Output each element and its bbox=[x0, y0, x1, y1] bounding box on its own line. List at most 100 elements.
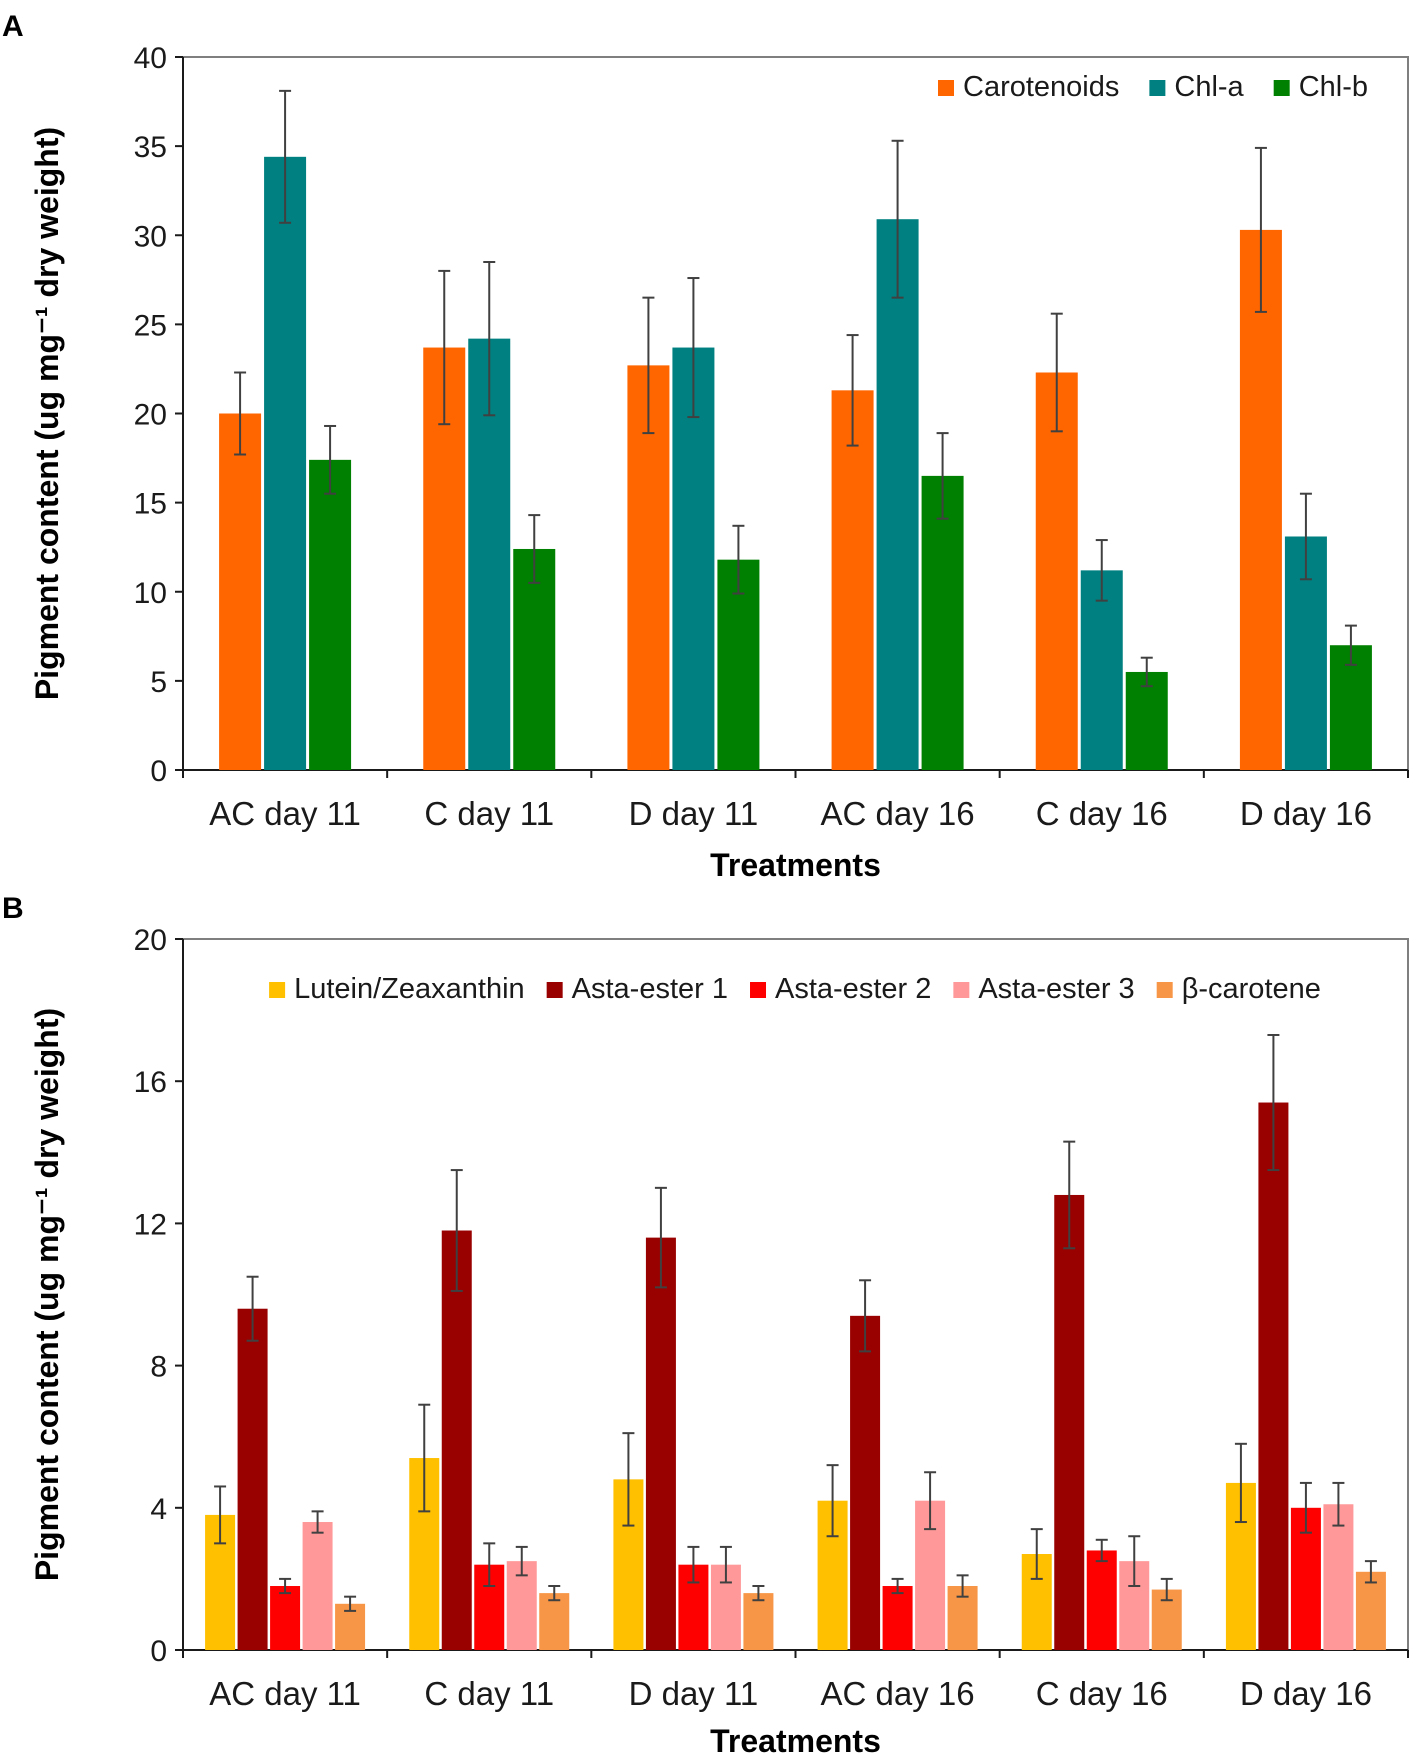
error-bar bbox=[528, 514, 541, 584]
legend-swatch bbox=[1273, 80, 1290, 96]
error-bar bbox=[752, 1585, 765, 1602]
error-bar bbox=[1254, 146, 1267, 313]
error-bar bbox=[956, 1574, 969, 1598]
y-tick-label: 10 bbox=[134, 577, 167, 610]
bar-asta-ester-1 bbox=[237, 1308, 268, 1650]
legend-swatch bbox=[269, 982, 286, 998]
x-tick-label: D day 16 bbox=[1240, 795, 1372, 832]
error-bar bbox=[891, 139, 904, 299]
error-bar bbox=[1344, 624, 1357, 666]
legend-label: Asta-ester 1 bbox=[572, 973, 728, 1005]
error-bar bbox=[924, 1471, 937, 1531]
legend: Lutein/Zeaxanthin Asta-ester 1 Asta-ester … bbox=[269, 973, 1321, 1005]
error-bar bbox=[1095, 539, 1108, 602]
bar--carotene bbox=[743, 1593, 774, 1650]
error-bar bbox=[344, 1595, 357, 1612]
bar-chl-b bbox=[921, 475, 964, 770]
error-bar bbox=[719, 1545, 732, 1584]
x-tick-label: D day 11 bbox=[629, 795, 759, 832]
legend-label: Chl-a bbox=[1174, 71, 1244, 103]
y-axis-title: Pigment content (ug mg⁻¹ dry weight) bbox=[29, 127, 65, 700]
panel-a: A 0 5 10 15 20 25 30 35 40 AC day 11 C day 11 D day … bbox=[2, 10, 1409, 883]
x-tick-label: C day 11 bbox=[424, 1675, 554, 1712]
error-bar bbox=[1095, 1538, 1108, 1563]
legend-swatch bbox=[1149, 80, 1166, 96]
x-tick-label: AC day 16 bbox=[821, 1675, 975, 1712]
bar-asta-ester-1 bbox=[850, 1315, 881, 1650]
bar-chl-a bbox=[1080, 570, 1123, 770]
error-bar bbox=[846, 334, 859, 447]
error-bar bbox=[1299, 1481, 1312, 1534]
error-bar bbox=[1030, 1528, 1043, 1580]
y-tick-label: 0 bbox=[150, 1635, 167, 1668]
error-bar bbox=[279, 1577, 292, 1595]
x-tick-label: AC day 11 bbox=[209, 795, 361, 832]
bar-carotenoids bbox=[1035, 372, 1078, 770]
y-tick-label: 35 bbox=[134, 131, 167, 164]
bar-chl-b bbox=[1329, 645, 1372, 770]
y-tick-label: 25 bbox=[134, 309, 167, 342]
bar-chl-b bbox=[513, 548, 556, 770]
error-bar bbox=[214, 1485, 227, 1545]
legend-label: Asta-ester 3 bbox=[978, 973, 1134, 1005]
x-tick-label: C day 16 bbox=[1036, 795, 1168, 832]
bar-asta-ester-1 bbox=[1258, 1102, 1289, 1650]
y-tick-label: 30 bbox=[134, 220, 167, 253]
y-tick-label: 4 bbox=[150, 1493, 167, 1526]
y-tick-label: 20 bbox=[134, 399, 167, 432]
error-bar bbox=[1299, 492, 1312, 581]
y-tick-label: 12 bbox=[134, 1208, 167, 1241]
plot-frame bbox=[182, 938, 1409, 1651]
error-bar bbox=[311, 1510, 324, 1534]
error-bar bbox=[687, 1545, 700, 1584]
bar-chl-a bbox=[264, 156, 307, 770]
x-tick-label: C day 16 bbox=[1036, 1675, 1168, 1712]
y-tick-label: 16 bbox=[134, 1066, 167, 1099]
legend-label: Carotenoids bbox=[963, 71, 1119, 103]
y-axis-title: Pigment content (ug mg⁻¹ dry weight) bbox=[29, 1008, 65, 1581]
bar-asta-ester-2 bbox=[1086, 1550, 1117, 1650]
error-bar bbox=[438, 269, 451, 426]
error-bar bbox=[234, 371, 247, 456]
x-axis-title: Treatments bbox=[710, 1723, 881, 1759]
error-bar bbox=[1160, 1577, 1173, 1602]
error-bar bbox=[826, 1464, 839, 1538]
error-bar bbox=[891, 1577, 904, 1595]
error-bar bbox=[622, 1432, 635, 1527]
legend-swatch bbox=[750, 982, 767, 998]
error-bar bbox=[1267, 1033, 1280, 1172]
y-tick-label: 0 bbox=[150, 755, 167, 788]
x-tick-label: D day 11 bbox=[629, 1675, 759, 1712]
bar-carotenoids bbox=[219, 413, 262, 770]
error-bar bbox=[642, 296, 655, 435]
legend-swatch bbox=[938, 80, 954, 96]
error-bar bbox=[246, 1275, 259, 1342]
bar-carotenoids bbox=[1239, 229, 1282, 771]
legend-label: Asta-ester 2 bbox=[775, 973, 931, 1005]
error-bar bbox=[548, 1585, 561, 1602]
bar-chl-b bbox=[1125, 671, 1168, 770]
bar-chl-a bbox=[876, 219, 919, 770]
error-bar bbox=[936, 432, 949, 520]
error-bar bbox=[515, 1545, 528, 1577]
error-bar bbox=[687, 277, 700, 419]
y-tick-label: 15 bbox=[134, 488, 167, 521]
error-bar bbox=[450, 1169, 463, 1292]
bar-asta-ester-3 bbox=[302, 1522, 333, 1650]
error-bar bbox=[1063, 1140, 1076, 1250]
error-bar bbox=[654, 1186, 667, 1289]
bar-carotenoids bbox=[831, 390, 874, 770]
legend-swatch bbox=[1156, 982, 1173, 998]
x-tick-label: AC day 11 bbox=[209, 1675, 361, 1712]
error-bar bbox=[1140, 656, 1153, 688]
y-tick-label: 20 bbox=[134, 924, 167, 957]
bar-asta-ester-1 bbox=[645, 1237, 676, 1650]
bar-asta-ester-3 bbox=[1323, 1504, 1354, 1650]
bar-asta-ester-1 bbox=[441, 1230, 472, 1650]
bar-asta-ester-1 bbox=[1054, 1194, 1085, 1650]
error-bar bbox=[324, 424, 337, 495]
bar-asta-ester-2 bbox=[882, 1586, 913, 1650]
x-tick-label: D day 16 bbox=[1240, 1675, 1372, 1712]
y-tick-label: 8 bbox=[150, 1351, 167, 1384]
error-bar bbox=[732, 524, 745, 595]
